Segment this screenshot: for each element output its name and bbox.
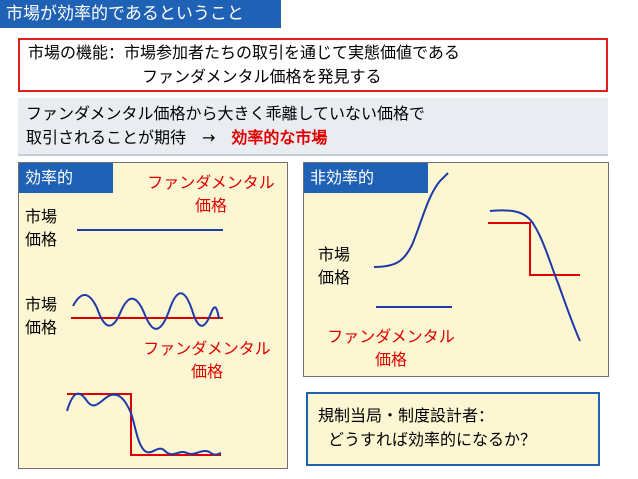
fundamental-price-label-top: ファンダメンタル 価格 — [135, 171, 287, 217]
market-label-1-line2: 価格 — [25, 230, 58, 249]
fundamental-price-label: ファンダメンタル 価格 — [316, 325, 466, 371]
fundamental-price-step-line — [488, 222, 580, 276]
market-label-2-line1: 市場 — [25, 295, 58, 314]
market-function-box: 市場の機能：市場参加者たちの取引を通じて実態価値である ファンダメンタル価格を発… — [18, 38, 608, 92]
fundamental-price-step-line — [67, 393, 221, 456]
regulator-question-box: 規制当局・制度設計者： どうすれば効率的になるか？ — [306, 392, 600, 466]
efficient-diagram — [66, 229, 223, 456]
market-label-2-line2: 価格 — [25, 318, 58, 337]
inefficient-tag: 非効率的 — [304, 163, 428, 193]
efficient-tag: 効率的 — [19, 163, 113, 193]
efficient-panel: 効率的 ファンダメンタル 価格 市場 価格 市場 価格 ファンダメンタル 価格 — [18, 162, 288, 469]
efficient-market-emphasis: 効率的な市場 — [231, 128, 328, 147]
fundamental-label-top-line1: ファンダメンタル — [147, 173, 275, 192]
market-function-line1: 市場の機能：市場参加者たちの取引を通じて実態価値である — [28, 43, 460, 62]
market-price-label-2: 市場 価格 — [25, 293, 57, 339]
fundamental-label-line2: 価格 — [374, 350, 407, 369]
market-price-oscillating-line — [72, 292, 220, 330]
inefficient-panel: 非効率的 市場 価格 ファンダメンタル 価格 — [303, 162, 609, 377]
market-price-step-tracking-line — [66, 392, 222, 456]
market-price-falling-line — [489, 209, 581, 342]
fundamental-label-bottom-line1: ファンダメンタル — [143, 339, 271, 358]
market-price-rising-line — [373, 172, 449, 268]
fundamental-price-label-bottom: ファンダメンタル 価格 — [131, 337, 283, 383]
expectation-box: ファンダメンタル価格から大きく乖離していない価格で 取引されることが期待 → 効… — [18, 98, 608, 156]
market-price-label: 市場 価格 — [318, 243, 350, 289]
fundamental-label-line1: ファンダメンタル — [327, 327, 455, 346]
inefficient-diagram — [373, 172, 581, 342]
market-label-1-line1: 市場 — [25, 207, 58, 226]
market-label-line1: 市場 — [318, 245, 351, 264]
market-label-line2: 価格 — [318, 268, 351, 287]
market-price-label-1: 市場 価格 — [25, 205, 57, 251]
expectation-line1: ファンダメンタル価格から大きく乖離していない価格で — [26, 104, 426, 123]
market-function-line2: ファンダメンタル価格を発見する — [142, 67, 382, 86]
regulator-line1: 規制当局・制度設計者： — [318, 406, 495, 425]
slide-title: 市場が効率的であるということ — [0, 0, 281, 28]
expectation-line2-prefix: 取引されることが期待 → — [26, 128, 232, 147]
fundamental-label-top-line2: 価格 — [194, 196, 227, 215]
regulator-line2: どうすれば効率的になるか？ — [328, 430, 537, 449]
expectation-line2: 取引されることが期待 → 効率的な市場 — [26, 126, 608, 150]
fundamental-label-bottom-line2: 価格 — [190, 362, 223, 381]
